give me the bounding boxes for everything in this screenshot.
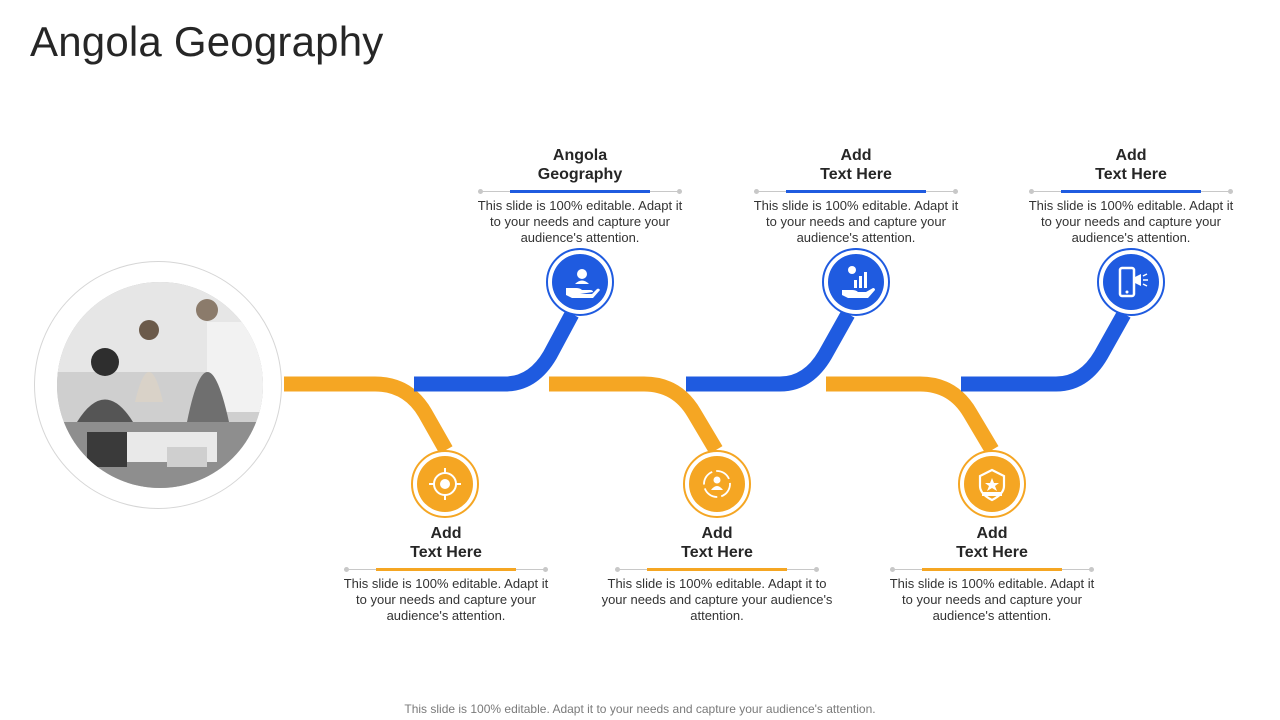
step-description: This slide is 100% editable. Adapt it to…: [601, 576, 833, 623]
step-divider: [615, 566, 819, 573]
award-badge-icon: [958, 450, 1026, 518]
step-3: Add Text Here This slide is 100% editabl…: [1021, 146, 1241, 246]
connector-orange-3: [826, 376, 999, 454]
step-6: Add Text Here This slide is 100% editabl…: [882, 524, 1102, 624]
footer-note: This slide is 100% editable. Adapt it to…: [404, 702, 876, 716]
step-divider: [890, 566, 1094, 573]
step-4: Add Text Here This slide is 100% editabl…: [336, 524, 556, 624]
step-2: Add Text Here This slide is 100% editabl…: [746, 146, 966, 246]
mobile-megaphone-icon: [1097, 248, 1165, 316]
step-title: Add Text Here: [956, 525, 1028, 561]
step-divider: [478, 188, 682, 195]
hand-person-icon: [546, 248, 614, 316]
step-description: This slide is 100% editable. Adapt it to…: [477, 198, 683, 245]
connector-blue-3: [961, 310, 1131, 392]
connector-orange-2: [549, 376, 723, 454]
step-description: This slide is 100% editable. Adapt it to…: [889, 576, 1095, 623]
step-divider: [754, 188, 958, 195]
step-1: Angola Geography This slide is 100% edit…: [470, 146, 690, 246]
page-title: Angola Geography: [30, 18, 384, 65]
team-meeting-photo: [57, 282, 263, 488]
step-description: This slide is 100% editable. Adapt it to…: [753, 198, 959, 245]
hand-chart-growth-icon: [822, 248, 890, 316]
connector-blue-1: [414, 310, 579, 392]
step-description: This slide is 100% editable. Adapt it to…: [1028, 198, 1234, 245]
step-divider: [1029, 188, 1233, 195]
step-divider: [344, 566, 548, 573]
step-title: Add Text Here: [1095, 147, 1167, 183]
step-title: Angola Geography: [537, 147, 623, 183]
step-5: Add Text Here This slide is 100% editabl…: [597, 524, 837, 624]
target-globe-icon: [411, 450, 479, 518]
step-title: Add Text Here: [820, 147, 892, 183]
cycle-person-icon: [683, 450, 751, 518]
step-description: This slide is 100% editable. Adapt it to…: [343, 576, 549, 623]
connector-blue-2: [686, 310, 855, 392]
step-title: Add Text Here: [410, 525, 482, 561]
photo-frame: [34, 261, 282, 509]
step-title: Add Text Here: [681, 525, 753, 561]
connector-orange-1: [284, 376, 453, 454]
